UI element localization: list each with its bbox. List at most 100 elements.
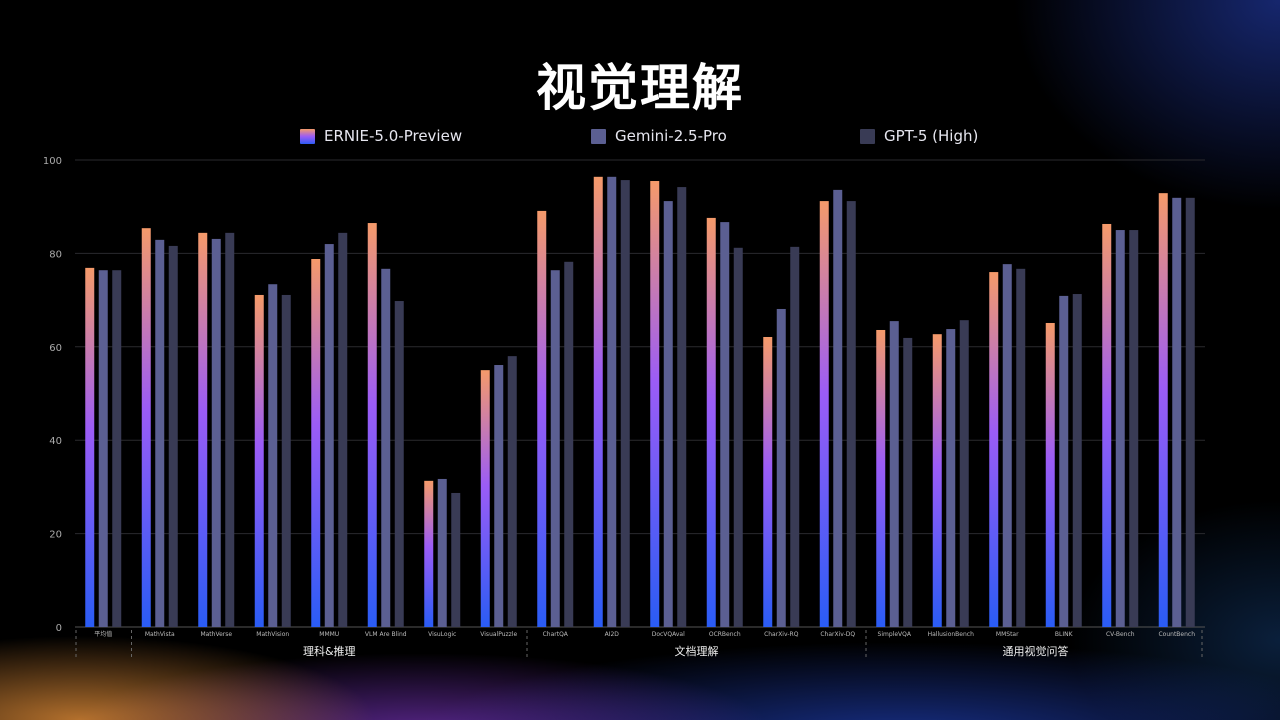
x-tick-label: HallusionBench — [928, 631, 975, 638]
bar-gemini — [946, 329, 956, 627]
page-title: 视觉理解 — [536, 59, 744, 117]
legend-label-ernie: ERNIE-5.0-Preview — [324, 127, 463, 145]
x-tick-label: VisualPuzzle — [480, 631, 517, 638]
x-tick-label: OCRBench — [709, 631, 741, 638]
bar-ernie — [650, 181, 660, 627]
bar-ernie — [311, 259, 321, 627]
bar-ernie — [763, 336, 773, 627]
bar-ernie — [876, 329, 886, 627]
bar-ernie — [1102, 223, 1112, 627]
bar-ernie — [480, 370, 490, 627]
bar-gemini — [720, 222, 730, 627]
y-tick-label: 20 — [49, 530, 62, 541]
x-tick-label: AI2D — [605, 631, 620, 638]
legend-label-gemini: Gemini-2.5-Pro — [615, 127, 727, 145]
bar-gpt — [1016, 268, 1026, 627]
bar-gpt — [1185, 197, 1195, 627]
x-tick-label: BLINK — [1055, 631, 1074, 638]
y-tick-label: 60 — [49, 343, 62, 354]
bar-gemini — [776, 308, 786, 627]
bar-ernie — [593, 176, 603, 627]
x-tick-label: CharXiv-RQ — [764, 631, 799, 638]
y-tick-label: 40 — [49, 436, 62, 447]
bar-gemini — [268, 284, 278, 627]
bar-gpt — [959, 320, 969, 627]
bar-gpt — [112, 270, 122, 627]
bar-gpt — [281, 294, 291, 627]
x-tick-label: SimpleVQA — [878, 631, 912, 638]
x-tick-label: MathVista — [145, 631, 175, 638]
bar-gpt — [733, 247, 743, 627]
bar-gpt — [1072, 294, 1082, 627]
bar-gemini — [381, 268, 391, 627]
bar-gemini — [155, 239, 165, 627]
x-tick-label: VisuLogic — [428, 631, 456, 638]
bar-ernie — [367, 223, 377, 628]
x-tick-label: MathVision — [256, 631, 289, 638]
legend-item-gemini: Gemini-2.5-Pro — [591, 127, 727, 145]
bar-gpt — [507, 356, 517, 627]
legend-item-gpt: GPT-5 (High) — [860, 127, 978, 145]
bar-gemini — [663, 201, 673, 627]
legend-label-gpt: GPT-5 (High) — [884, 127, 979, 145]
x-tick-label: MMStar — [996, 631, 1019, 638]
bar-ernie — [424, 480, 434, 627]
bar-ernie — [254, 294, 264, 627]
legend: ERNIE-5.0-Preview Gemini-2.5-Pro GPT-5 (… — [0, 127, 1280, 149]
bar-ernie — [537, 210, 547, 627]
x-tick-label: MMMU — [319, 631, 339, 638]
bar-ernie — [932, 334, 942, 627]
x-tick-label: MathVerse — [200, 631, 232, 638]
x-tick-label: DocVQAval — [652, 631, 685, 638]
bar-gemini — [1059, 295, 1069, 627]
bar-ernie — [989, 272, 999, 627]
bar-gemini — [324, 244, 334, 627]
y-tick-label: 0 — [56, 623, 62, 634]
bar-gpt — [168, 245, 178, 628]
legend-swatch-gemini — [591, 128, 606, 144]
bar-gpt — [677, 187, 687, 627]
bar-gemini — [607, 176, 617, 627]
x-tick-label: ChartQA — [543, 631, 569, 638]
bar-ernie — [85, 267, 95, 627]
bar-gpt — [903, 337, 913, 627]
bar-gemini — [211, 238, 221, 627]
legend-swatch-ernie — [300, 128, 315, 144]
bar-gemini — [1002, 264, 1012, 627]
group-label: 通用视觉问答 — [1003, 644, 1069, 658]
bar-ernie — [819, 201, 829, 627]
bar-gemini — [437, 478, 447, 627]
bar-gpt — [846, 201, 856, 627]
bar-gemini — [98, 270, 108, 627]
legend-swatch-gpt — [860, 128, 875, 144]
x-tick-label: CharXiv-DQ — [820, 631, 855, 638]
bar-gemini — [889, 321, 899, 627]
bar-ernie — [198, 232, 208, 628]
x-tick-label: VLM Are Blind — [365, 631, 407, 638]
y-tick-label: 100 — [43, 156, 62, 167]
bar-ernie — [706, 217, 716, 627]
bar-gpt — [394, 301, 404, 627]
bar-gemini — [833, 189, 843, 627]
bar-gpt — [225, 232, 235, 628]
bar-gpt — [1129, 230, 1139, 628]
bar-gpt — [790, 246, 800, 627]
x-tick-label: CV-Bench — [1106, 631, 1135, 638]
x-tick-label: CountBench — [1158, 631, 1195, 638]
bar-gemini — [1172, 197, 1182, 627]
x-tick-label: 平均值 — [94, 630, 112, 638]
group-label: 文档理解 — [675, 644, 719, 658]
bar-gemini — [550, 270, 560, 627]
bar-gpt — [620, 180, 630, 627]
legend-item-ernie: ERNIE-5.0-Preview — [300, 127, 462, 145]
bar-ernie — [1158, 193, 1168, 628]
bar-ernie — [1045, 322, 1055, 627]
bar-gpt — [338, 232, 348, 628]
bar-gemini — [1115, 230, 1125, 628]
bar-gpt — [564, 261, 574, 627]
y-tick-label: 80 — [49, 249, 62, 260]
bar-gemini — [494, 365, 504, 627]
bar-ernie — [141, 228, 151, 627]
bar-gpt — [451, 492, 461, 627]
